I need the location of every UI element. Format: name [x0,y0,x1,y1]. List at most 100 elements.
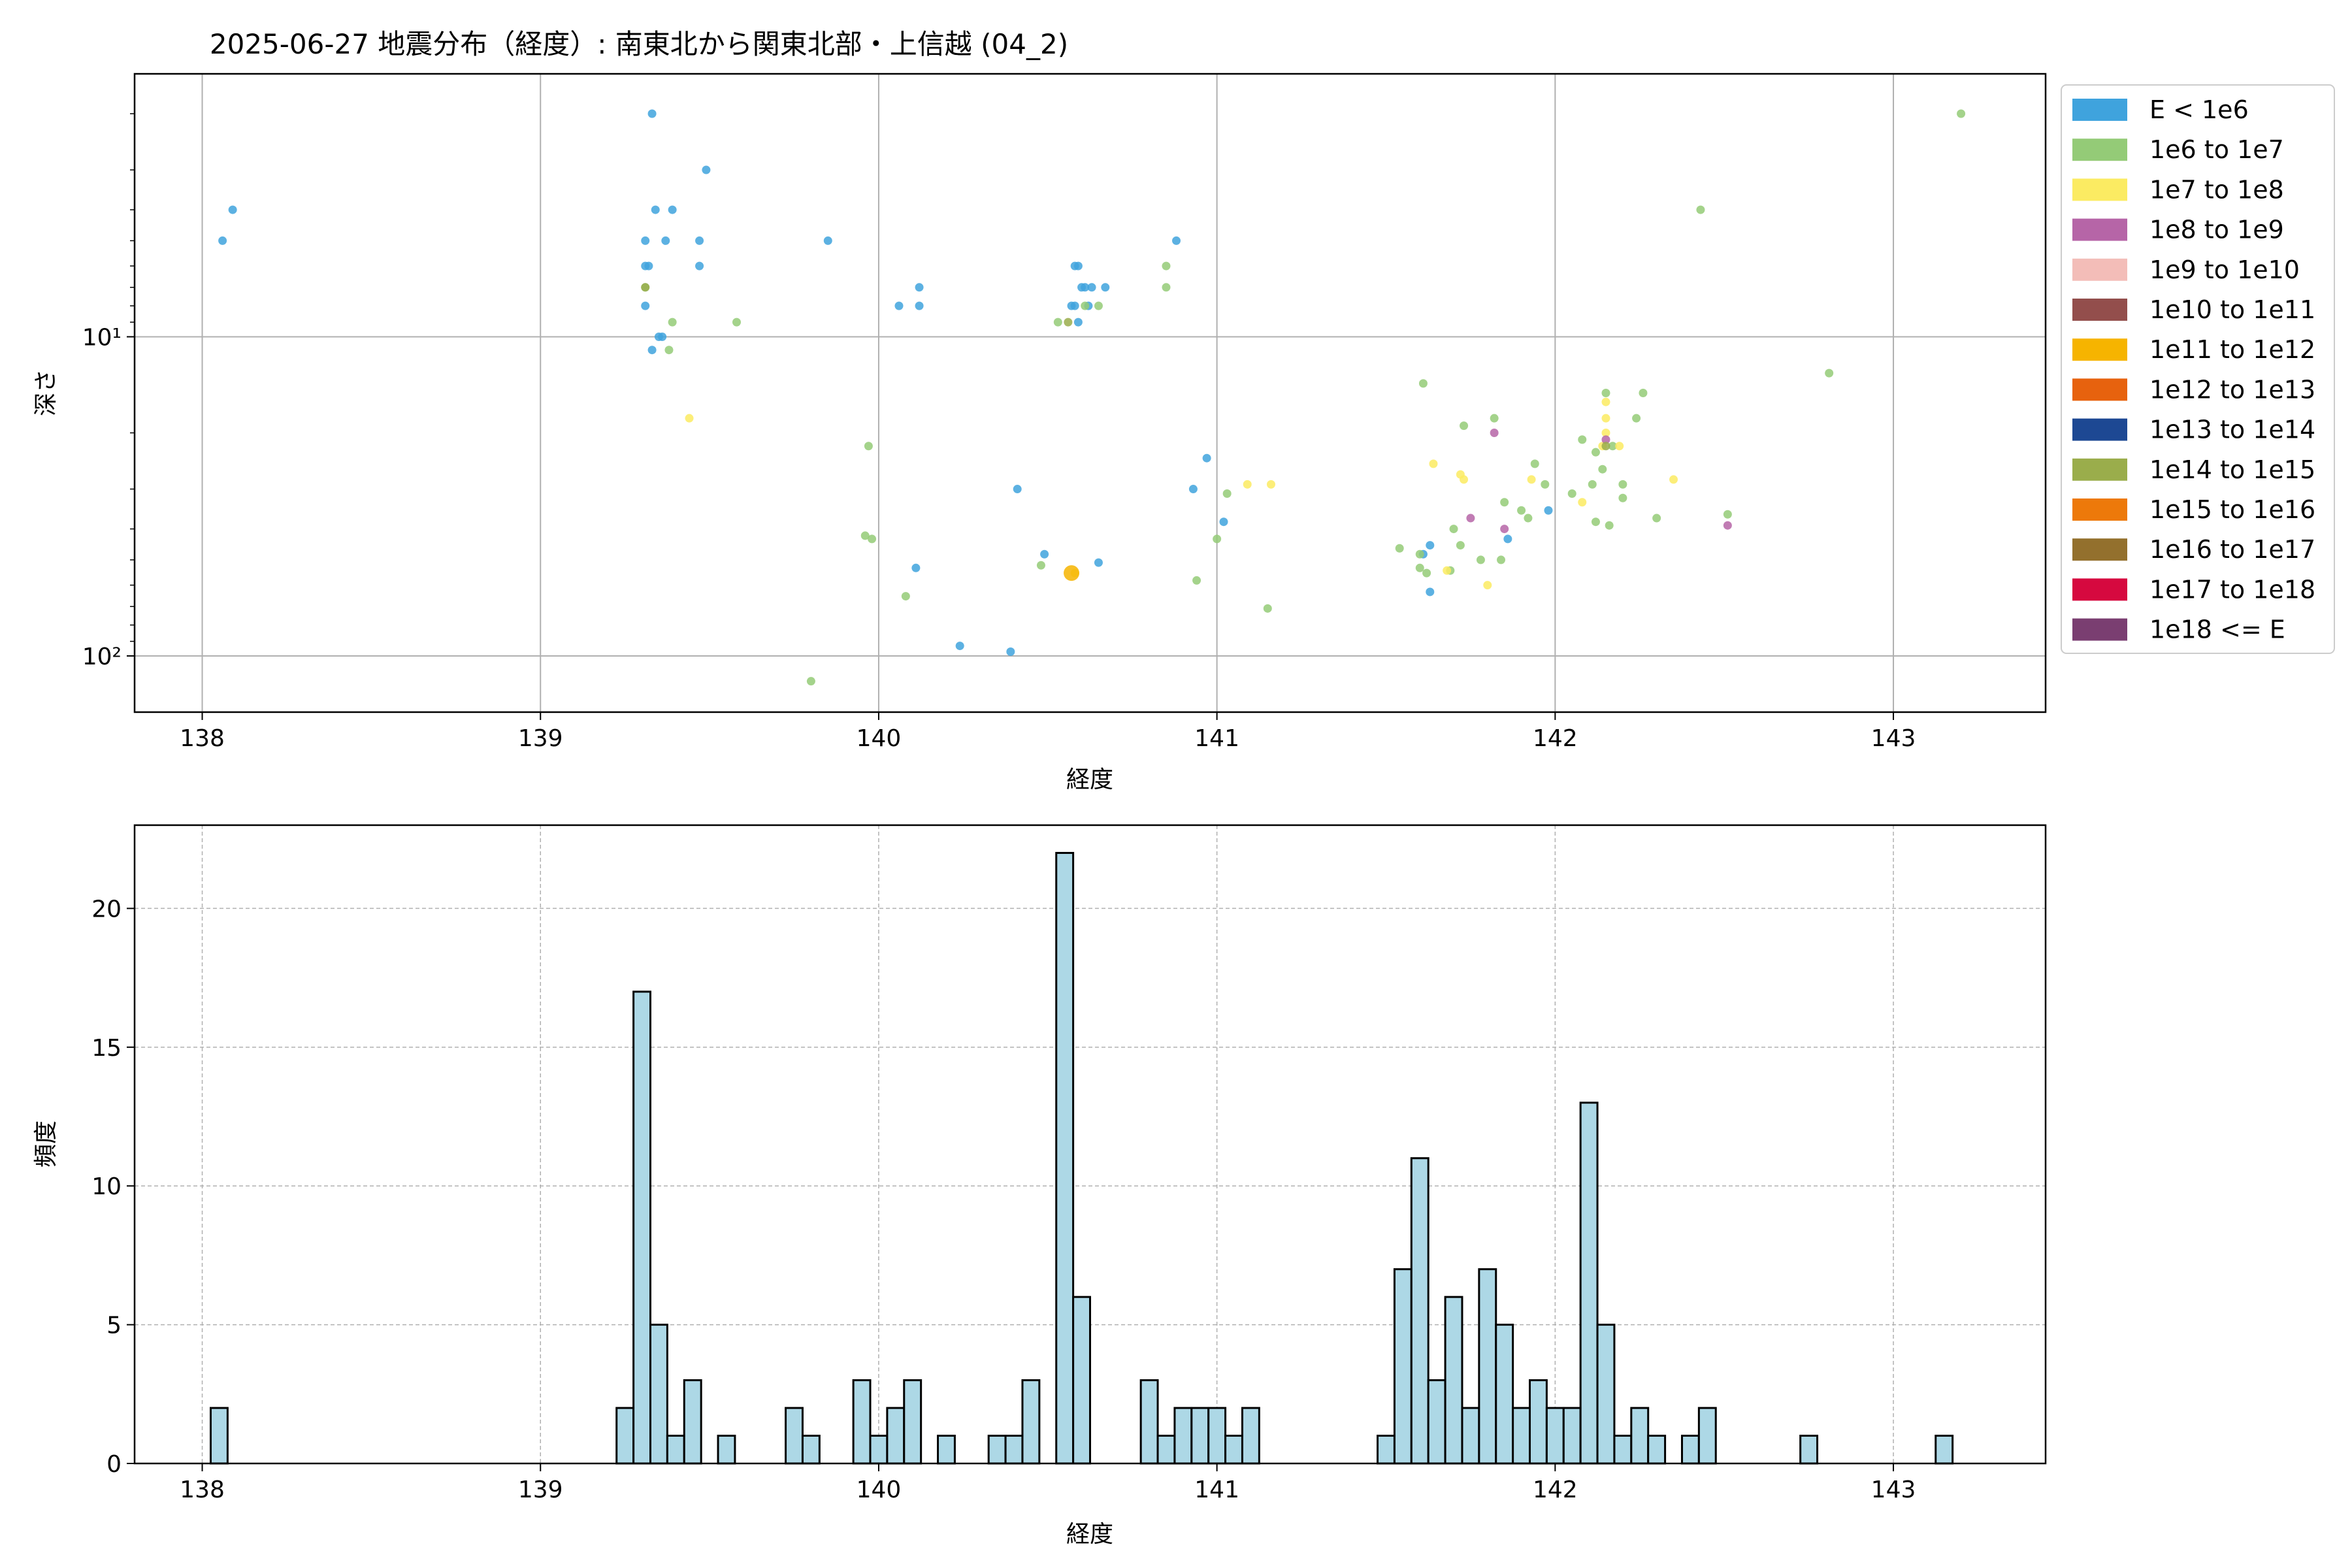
scatter-point [668,205,677,214]
legend-items: E < 1e6 1e6 to 1e7 1e7 to 1e8 1e8 to 1e9 1e9… [2072,95,2315,644]
scatter-point [1013,485,1022,494]
scatter-axes-frame [133,73,2047,713]
scatter-point [1567,489,1576,498]
scatter-point [1588,480,1597,489]
scatter-point [641,236,650,245]
scatter-point [647,109,657,118]
scatter-point [1443,566,1452,575]
histogram-bar [1207,1407,1227,1465]
scatter-point [1053,318,1062,327]
histogram-y-tick-label: 20 [91,896,122,923]
histogram-bar [209,1407,229,1465]
histogram-axes-frame [133,824,2047,1465]
legend-label: 1e7 to 1e8 [2149,175,2284,204]
scatter-title: 2025-06-27 地震分布（経度）: 南東北から関東北部・上信越 (04_2… [210,28,1068,60]
histogram-bar [717,1435,736,1465]
scatter-point [823,236,832,245]
scatter-x-tick-label: 140 [857,725,902,752]
scatter-point [1490,414,1499,423]
histogram-bar [1156,1435,1176,1465]
histogram-y-tick-label: 0 [106,1451,122,1478]
scatter-point [685,414,694,423]
histogram-bar [649,1324,668,1465]
histogram-y-tick-label: 10 [91,1173,122,1200]
scatter-point [1483,581,1492,590]
histogram-bar [1427,1379,1446,1465]
scatter-point [1073,261,1083,270]
histogram-x-tick-label: 143 [1871,1477,1916,1503]
histogram-bar [1173,1407,1193,1465]
histogram-bar [1562,1407,1582,1465]
scatter-point [1618,480,1627,489]
scatter-point [732,318,742,327]
scatter-x-tick-label: 138 [180,725,225,752]
scatter-point [664,346,674,355]
scatter-point [647,346,657,355]
legend-label: 1e17 to 1e18 [2149,575,2315,604]
histogram-bar [852,1379,872,1465]
histogram-bar [869,1435,889,1465]
scatter-point [641,283,650,292]
scatter-point [695,236,704,245]
scatter-point [1591,448,1600,457]
histogram-bar [903,1379,923,1465]
legend-swatch [2072,258,2127,281]
histogram-bar [1630,1407,1650,1465]
scatter-point [1578,435,1587,444]
histogram-bar [615,1407,635,1465]
histogram-y-tick-label: 5 [106,1313,122,1339]
scatter-point [1591,517,1600,527]
scatter-point [1605,521,1614,530]
scatter-points [218,109,1966,686]
legend-label: 1e16 to 1e17 [2149,535,2315,564]
histogram-bar [1799,1435,1819,1465]
histogram-bar [1495,1324,1514,1465]
histogram-bar [1529,1379,1548,1465]
legend-swatch [2072,418,2127,441]
scatter-point [1497,555,1506,564]
scatter-point [1601,414,1610,423]
legend-label: 1e14 to 1e15 [2149,455,2315,484]
legend: E < 1e6 1e6 to 1e7 1e7 to 1e8 1e8 to 1e9 1e9… [2061,84,2335,654]
legend-swatch [2072,299,2127,321]
scatter-point [868,534,877,544]
scatter-point [1081,301,1090,310]
histogram-bar [1596,1324,1616,1465]
scatter-y-tick-label: 10¹ [82,324,122,351]
histogram-bar [801,1435,821,1465]
legend-swatch [2072,378,2127,401]
histogram-bar [1579,1102,1599,1465]
scatter-point [864,442,873,451]
scatter-xlabel: 経度 [1066,766,1113,793]
legend-label: 1e6 to 1e7 [2149,135,2284,164]
histogram-bar [1004,1435,1024,1465]
scatter-point [1422,568,1431,578]
scatter-point [1632,414,1641,423]
scatter-point [1598,465,1607,474]
scatter-point [1460,475,1469,484]
histogram-bar [1613,1435,1633,1465]
histogram-xlabel: 経度 [1066,1521,1113,1548]
legend-frame [2061,84,2335,654]
scatter-point [915,301,924,310]
scatter-point [1036,561,1045,570]
scatter-x-tick-label: 141 [1194,725,1239,752]
scatter-point [654,332,663,341]
legend-swatch [2072,178,2127,201]
legend-swatch [2072,498,2127,521]
histogram-bar [785,1407,804,1465]
scatter-point [1618,493,1627,502]
scatter-point [1073,318,1083,327]
scatter-point [1541,480,1550,489]
scatter-point [1101,283,1110,292]
histogram-bar [1377,1435,1396,1465]
legend-swatch [2072,618,2127,641]
scatter-point [1825,368,1834,378]
histogram-x-tick-label: 138 [180,1477,225,1503]
histogram-bar [1935,1435,1954,1465]
scatter-point [955,642,964,651]
histogram-x-tick-label: 140 [857,1477,902,1503]
scatter-point [228,205,237,214]
scatter-point [1094,301,1103,310]
